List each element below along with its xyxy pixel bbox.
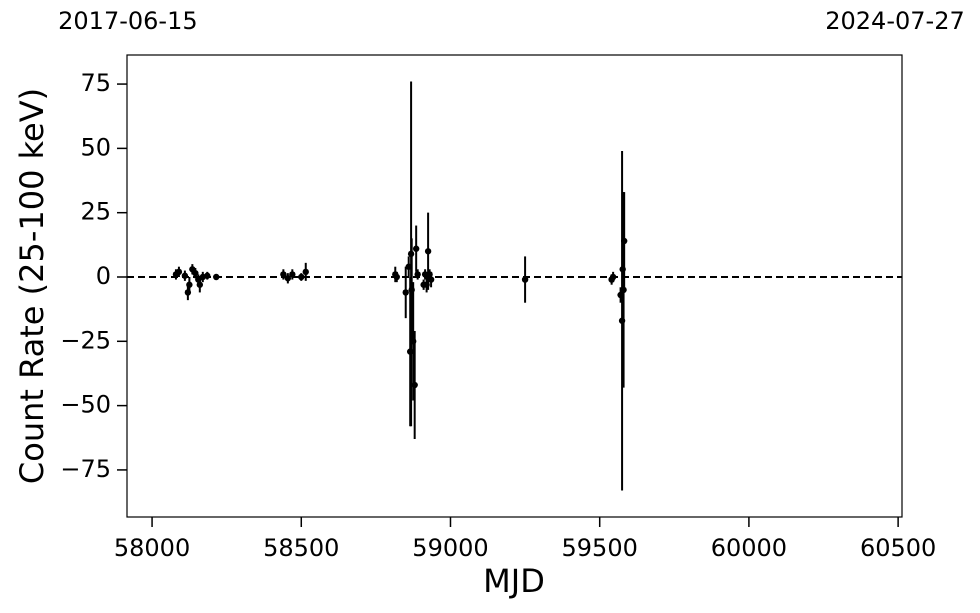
data-point (393, 273, 400, 281)
x-tick-label: 58500 (263, 534, 339, 562)
data-point (192, 269, 199, 277)
y-tick-label: 0 (96, 262, 111, 290)
data-point (213, 273, 220, 281)
y-tick-label: 25 (80, 198, 111, 226)
y-tick-label: 75 (80, 69, 111, 97)
top-date-label: 2024-07-27 (825, 7, 964, 35)
data-point (284, 275, 292, 282)
data-point (414, 271, 421, 278)
x-tick-label: 58000 (114, 534, 190, 562)
plot-frame (126, 54, 903, 518)
data-point (181, 272, 189, 279)
data-point (411, 381, 418, 389)
y-tick-label: 50 (80, 133, 111, 161)
data-point (204, 272, 211, 279)
x-tick-label: 59500 (562, 534, 638, 562)
data-point (298, 273, 305, 281)
data-point (196, 281, 204, 288)
x-tick-label: 60500 (860, 534, 936, 562)
data-point (620, 237, 628, 245)
y-axis-label: Count Rate (25-100 keV) (13, 88, 51, 484)
data-point (421, 271, 429, 278)
y-tick-label: −75 (60, 455, 111, 483)
data-point (521, 276, 529, 283)
top-date-label: 2017-06-15 (58, 7, 197, 35)
data-point (302, 268, 309, 276)
data-point (424, 248, 432, 255)
data-point (412, 245, 420, 252)
x-tick-label: 60000 (711, 534, 787, 562)
y-tick-label: −50 (60, 391, 111, 419)
data-point (186, 281, 193, 288)
data-point (402, 289, 409, 296)
data-point (289, 271, 296, 278)
data-point (427, 276, 435, 283)
x-tick-label: 59000 (412, 534, 488, 562)
x-axis-label: MJD (483, 562, 545, 600)
data-point (175, 268, 183, 276)
data-point (280, 271, 287, 278)
data-point (609, 273, 617, 281)
y-tick-label: −25 (60, 326, 111, 354)
